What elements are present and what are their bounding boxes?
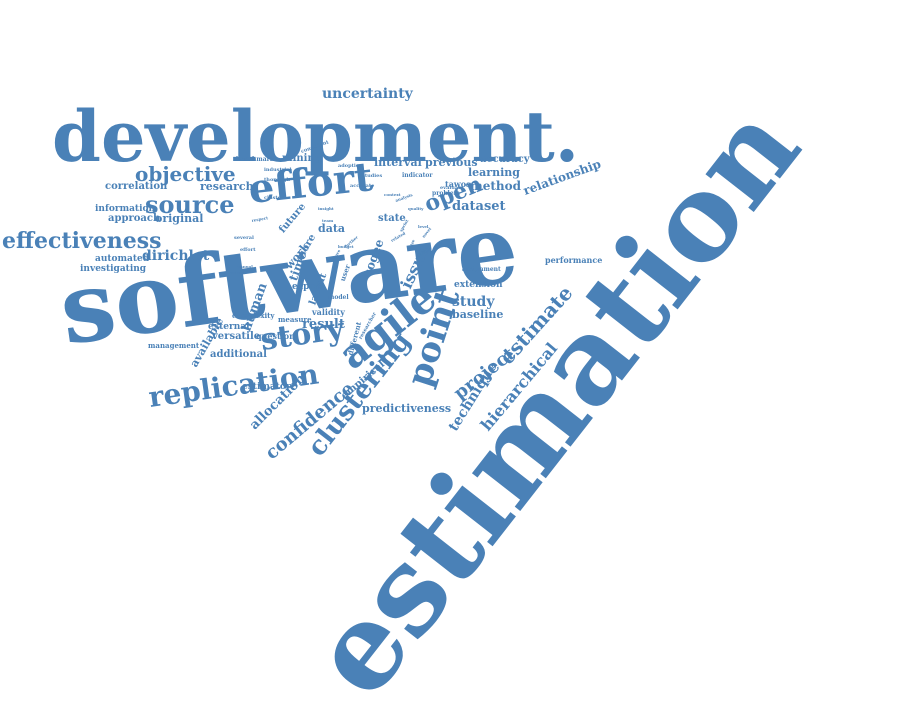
word-research: research <box>200 180 254 194</box>
word-additional: additional <box>210 349 267 360</box>
word-measure: measure <box>278 315 312 325</box>
word-budget: budget <box>338 243 354 249</box>
word-complexity: complexity <box>232 311 275 321</box>
word-accuracy: accuracy <box>480 154 530 165</box>
word-interval: interval <box>374 156 422 170</box>
word-automated: automated <box>95 253 150 264</box>
word-several: several <box>234 235 254 241</box>
word-effectiveness: effectiveness <box>2 228 162 255</box>
word-state: state <box>378 213 406 224</box>
word-previous: previous <box>425 156 478 170</box>
word-mining: mining <box>282 153 322 164</box>
word-benchmark: benchmark <box>236 156 274 164</box>
word-information: information <box>95 203 156 214</box>
word-industrial: industrial <box>264 167 292 173</box>
word-context: context <box>384 191 401 197</box>
word-thorough: thorough <box>264 177 291 183</box>
word-effort: effort <box>240 247 256 253</box>
word-dataset: dataset <box>452 198 506 214</box>
word-correlation: correlation <box>105 181 168 192</box>
word-development: development. <box>52 95 580 178</box>
word-dirichlet: dirichlet <box>142 247 210 264</box>
word-evaluate: evaluate <box>440 185 464 191</box>
word-study: study <box>452 293 495 310</box>
word-validity: validity <box>312 306 345 317</box>
word-expert: expert <box>292 281 325 292</box>
word-respect: respect <box>251 214 269 223</box>
word-source: source <box>145 189 235 219</box>
word-external: external <box>208 321 250 332</box>
word-original: original <box>155 212 204 226</box>
word-tawos: tawos <box>445 178 471 189</box>
word-assignment: assignment <box>462 266 501 274</box>
word-investigating: investigating <box>80 263 147 274</box>
word-quality: quality <box>408 205 424 211</box>
word-problem: problem <box>432 190 460 198</box>
word-performance: performance <box>545 254 603 265</box>
word-cluster: cluster <box>264 195 284 201</box>
word-approach: approach <box>108 213 161 224</box>
word-objective: objective <box>135 162 236 186</box>
word-data: data <box>318 222 346 236</box>
word-uncertainty: uncertainty <box>322 85 413 102</box>
word-feature: feature <box>228 269 245 275</box>
word-studies: studies <box>362 173 383 179</box>
word-question: question <box>256 330 295 341</box>
word-model: model <box>328 294 349 302</box>
word-team: team <box>322 217 334 223</box>
word-result: result <box>302 316 345 332</box>
word-management: management <box>148 341 200 351</box>
word-predictiveness: predictiveness <box>362 402 452 416</box>
word-extension: extension <box>454 279 503 290</box>
word-accurate: accurate <box>350 183 375 189</box>
word-level: level <box>418 223 429 229</box>
word-manual: manual <box>236 263 253 269</box>
word-versatile: versatile <box>212 331 261 342</box>
word-estimator: estimator <box>242 381 291 392</box>
word-method: method <box>470 179 521 194</box>
word-insight: insight <box>318 205 334 211</box>
word-indicator: indicator <box>402 172 433 180</box>
word-adoption: adoption <box>338 163 363 169</box>
word-baseline: baseline <box>452 308 504 322</box>
word-learning: learning <box>468 166 520 180</box>
